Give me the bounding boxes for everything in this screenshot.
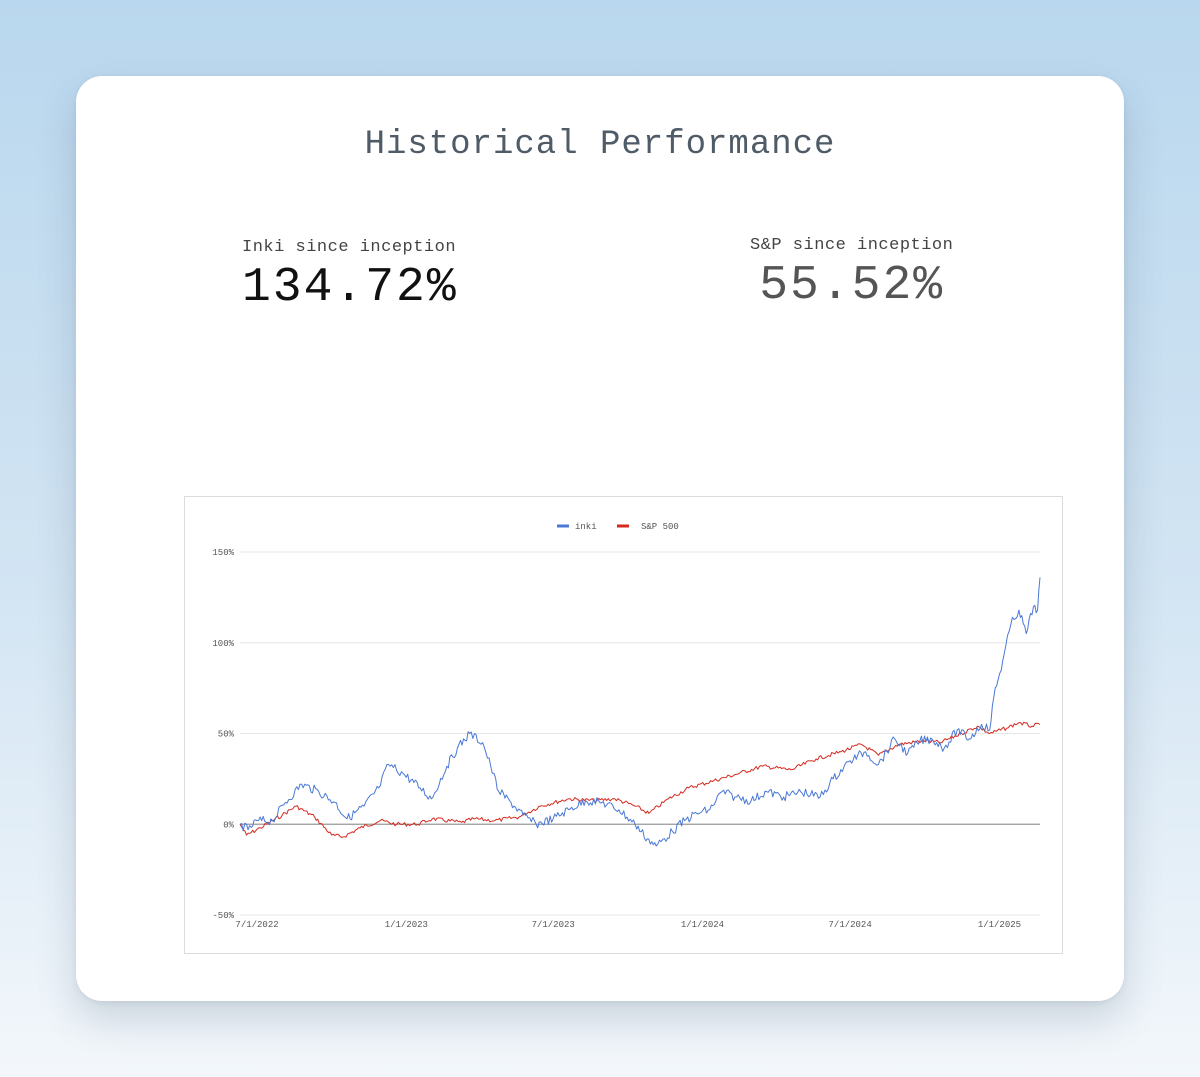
series-layer: [239, 577, 1041, 847]
x-tick-label: 1/1/2024: [681, 920, 724, 930]
sp-stat-label: S&P since inception: [750, 236, 954, 255]
x-tick-label: 1/1/2025: [978, 920, 1021, 930]
series-line-sp500: [239, 721, 1041, 838]
inki-stat-label: Inki since inception: [242, 238, 457, 257]
performance-chart: 150% 100% 50% 0% -50%7/1/2022 1/1/2023 7/1/202…: [212, 522, 1041, 930]
x-tick-label: 7/1/2024: [829, 920, 872, 930]
performance-card: Historical Performance Inki since incept…: [76, 76, 1124, 1001]
x-tick-label: 7/1/2022: [235, 920, 278, 930]
legend-label-inki: inki: [575, 522, 597, 532]
inki-stat: Inki since inception 134.72%: [242, 238, 458, 315]
x-tick-label: 7/1/2023: [532, 920, 575, 930]
legend: inki S&P 500: [557, 522, 679, 532]
inki-stat-value: 134.72%: [242, 261, 458, 315]
y-tick-label: 150%: [212, 548, 234, 558]
y-tick-label: 50%: [218, 730, 235, 740]
legend-label-sp500: S&P 500: [641, 522, 679, 532]
series-line-inki: [239, 577, 1041, 847]
chart-frame: 150% 100% 50% 0% -50% 7/1/2022 1/1/2023 7/1/202…: [184, 496, 1063, 954]
grid-layer: [240, 551, 1040, 916]
y-tick-label: 0%: [223, 820, 234, 830]
y-tick-label: -50%: [212, 911, 234, 921]
sp-stat-value: 55.52%: [759, 259, 945, 313]
y-tick-label: 100%: [212, 639, 234, 649]
sp-stat: S&P since inception 55.52%: [750, 236, 953, 313]
x-tick-label: 1/1/2023: [385, 920, 428, 930]
page-title: Historical Performance: [364, 126, 836, 164]
axis-layer: 150% 100% 50% 0% -50%7/1/2022 1/1/2023 7/1/202…: [212, 548, 1021, 930]
